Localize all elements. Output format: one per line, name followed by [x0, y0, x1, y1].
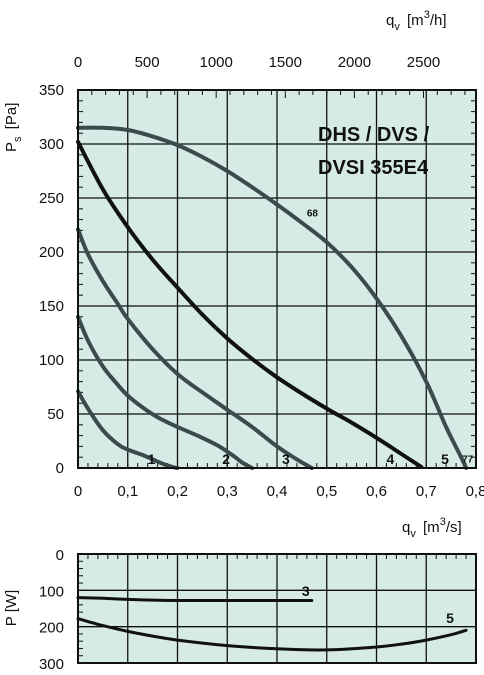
curve-number-label: 5	[441, 451, 449, 467]
axis-label-part: P	[3, 142, 20, 152]
plot-frames	[77, 89, 477, 664]
axis-label-part: 3	[424, 9, 430, 21]
pressure-curve-4	[76, 139, 424, 469]
axis-label-part: /s]	[446, 519, 462, 536]
axis-label-part: [m	[419, 519, 440, 536]
pressure-x-tick-label: 0	[74, 483, 82, 500]
pressure-curve-2	[76, 314, 255, 470]
curve-number-label: 3	[282, 451, 290, 467]
pressure-x-tick-label: 0,4	[267, 483, 288, 500]
pressure-x2-tick-label: 2500	[407, 54, 440, 71]
power-curve-3	[76, 596, 314, 603]
pressure-x-tick-label: 0,1	[117, 483, 138, 500]
curve-number-label: 2	[222, 451, 230, 467]
curve-number-label: 4	[386, 451, 394, 467]
pressure-curve-3	[76, 227, 314, 470]
pressure-y-tick-label: 100	[39, 352, 64, 369]
axis-label-part: v	[410, 528, 416, 540]
pressure-x2-tick-label: 2000	[338, 54, 371, 71]
power-curve-5	[76, 617, 468, 652]
power-y-tick-label: 200	[39, 620, 64, 637]
pressure-x2-tick-label: 1500	[269, 54, 302, 71]
chart-text: 0 0,1 0,2 0,3 0,4 0,5 0,6 0,7 0,80 500 1000 1500 200…	[3, 9, 484, 673]
pressure-x-tick-label: 0,7	[416, 483, 437, 500]
axis-label-part: [Pa]	[3, 103, 20, 134]
axis-label-part: s	[12, 136, 24, 142]
pressure-x-tick-label: 0,8	[466, 483, 484, 500]
power-y-tick-label: 0	[56, 547, 64, 564]
pressure-x2-tick-label: 500	[135, 54, 160, 71]
grid-lines	[78, 90, 476, 663]
pressure-x-tick-label: 0,5	[316, 483, 337, 500]
chart-title-line-2: DVSI 355E4	[318, 157, 429, 179]
power-y-tick-label: 300	[39, 656, 64, 670]
efficiency-marker-label: 77	[462, 455, 474, 466]
pressure-x-axis-label: qv [m3/s]	[402, 516, 462, 540]
axis-label-part: v	[394, 21, 400, 33]
efficiency-marker-label: 68	[307, 208, 319, 219]
curves	[76, 125, 469, 652]
pressure-x-tick-label: 0,6	[366, 483, 387, 500]
pressure-y-axis-label: Ps [Pa]	[3, 103, 24, 152]
pressure-y-tick-label: 200	[39, 244, 64, 261]
axis-label-part: [m	[403, 12, 424, 29]
chart-title-line-1: DHS / DVS /	[318, 124, 430, 146]
pressure-y-tick-label: 350	[39, 82, 64, 99]
axis-label-part: /h]	[430, 12, 447, 29]
pressure-x-tick-label: 0,3	[217, 483, 238, 500]
pressure-x2-axis-label: qv [m3/h]	[386, 9, 447, 33]
power-plot-frame	[77, 553, 477, 664]
power-y-tick-label: 100	[39, 583, 64, 600]
power-y-axis-label: P [W]	[3, 590, 20, 626]
axis-label-part: q	[402, 519, 410, 536]
pressure-y-tick-label: 150	[39, 298, 64, 315]
axis-label-part: 3	[440, 516, 446, 528]
pressure-x-tick-label: 0,2	[167, 483, 188, 500]
power-curve-number-label: 3	[302, 583, 310, 599]
pressure-y-tick-label: 50	[47, 406, 64, 423]
curve-number-label: 1	[148, 451, 156, 467]
power-curve-number-label: 5	[446, 610, 454, 626]
pressure-curve-1	[76, 389, 180, 470]
pressure-x2-tick-label: 1000	[200, 54, 233, 71]
pressure-plot-frame	[77, 89, 477, 469]
pressure-x2-tick-label: 0	[74, 54, 82, 71]
axis-label-part: q	[386, 12, 394, 29]
pressure-curve-5	[76, 125, 469, 470]
pressure-y-tick-label: 0	[56, 460, 64, 477]
pressure-y-tick-label: 300	[39, 136, 64, 153]
pressure-y-tick-label: 250	[39, 190, 64, 207]
